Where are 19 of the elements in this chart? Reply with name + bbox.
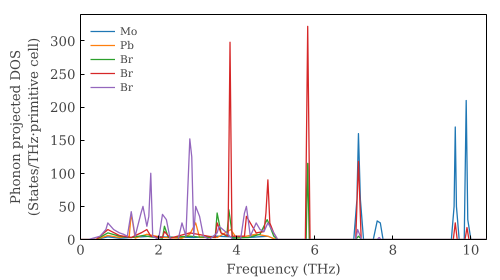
y-axis-title: Phonon projected DOS (States/THz·primitive cell) xyxy=(9,38,42,216)
x-tick-label: 2 xyxy=(154,244,163,258)
legend-label: Pb xyxy=(120,38,135,52)
y-tick-label: 250 xyxy=(50,68,76,84)
legend-label: Mo xyxy=(120,24,138,38)
x-tick-label: 8 xyxy=(388,244,398,258)
x-tick-label: 6 xyxy=(310,244,319,258)
y-tick-label: 0 xyxy=(67,234,76,248)
legend-label: Br xyxy=(120,66,134,80)
x-tick-label: 10 xyxy=(462,244,480,258)
x-tick-label: 4 xyxy=(232,244,241,258)
y-tick-label: 200 xyxy=(50,101,76,116)
y-tick-label: 300 xyxy=(50,34,76,50)
y-tick-label: 50 xyxy=(58,200,76,216)
x-axis-title: Frequency (THz) xyxy=(226,262,341,278)
y-tick-label: 150 xyxy=(50,134,76,150)
legend-label: Br xyxy=(120,52,134,66)
legend-label: Br xyxy=(120,80,134,94)
y-tick-label: 100 xyxy=(50,167,76,182)
